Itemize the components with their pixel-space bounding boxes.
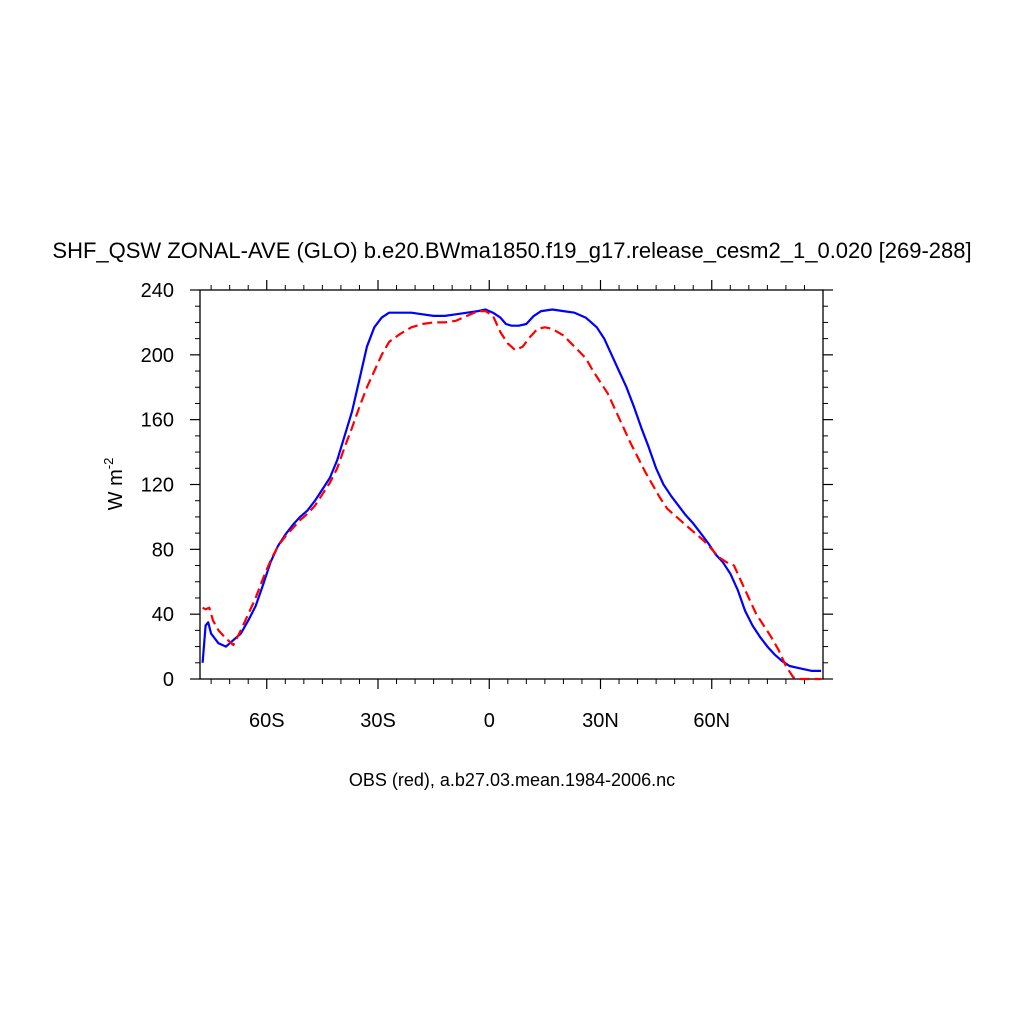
series-lines [201, 308, 822, 681]
major-ticks [190, 280, 833, 689]
x-tick-label: 0 [484, 710, 495, 732]
y-axis-label: W m-2 [101, 458, 127, 511]
x-tick-label: 60S [249, 710, 285, 732]
y-tick-label: 0 [163, 669, 174, 691]
x-tick-label: 30S [360, 710, 396, 732]
y-tick-label: 160 [141, 410, 174, 432]
y-axis-label-superscript: -2 [101, 458, 116, 470]
y-tick-labels: 0 40 80 120 160 200 240 [141, 280, 174, 691]
x-tick-label: 30N [582, 710, 619, 732]
chart-title: SHF_QSW ZONAL-AVE (GLO) b.e20.BWma1850.f… [52, 238, 971, 263]
x-tick-label: 60N [693, 710, 730, 732]
y-axis-label-base: W m [105, 469, 127, 510]
y-tick-label: 240 [141, 280, 174, 302]
x-tick-labels: 60S 30S 0 30N 60N [249, 710, 730, 732]
series-line-2 [202, 310, 822, 681]
minor-ticks [195, 285, 828, 684]
x-axis-label: OBS (red), a.b27.03.mean.1984-2006.nc [349, 770, 675, 790]
plot-frame [199, 289, 824, 680]
y-tick-label: 200 [141, 345, 174, 367]
series-line-1 [201, 308, 822, 672]
y-tick-label: 120 [141, 475, 174, 497]
y-tick-label: 40 [152, 604, 174, 626]
y-tick-label: 80 [152, 539, 174, 561]
